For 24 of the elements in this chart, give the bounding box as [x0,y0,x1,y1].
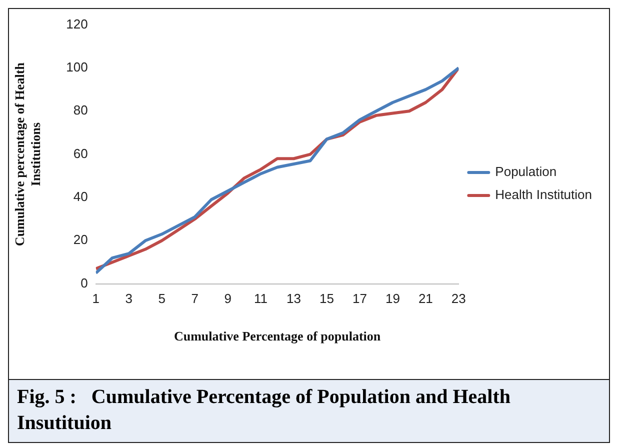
y-axis-title: Cumulative percentage of Health Institutions [12,62,43,246]
x-tick-label: 1 [92,291,100,306]
y-tick-label: 60 [73,146,88,161]
text: Fig. 5 : Cumulative Percentage of Population and Health Insutituion [9,379,609,442]
x-tick-label: 7 [191,291,198,306]
y-tick-label: 40 [73,189,88,204]
y-tick-label: 100 [66,60,88,75]
y-tick-label: 0 [80,275,88,290]
y-tick-label: 80 [73,102,88,118]
legend-label: Health Institution [495,187,592,202]
x-axis-title: Cumulative Percentage of population [174,328,382,344]
x-tick-label: 15 [320,291,334,306]
y-tick-label: 120 [66,16,88,32]
y-tick-label: 20 [73,232,88,248]
legend-label: Population [495,164,557,180]
x-tick-label: 21 [418,291,433,306]
x-tick-label: 19 [385,291,400,306]
x-tick-label: 17 [352,291,367,306]
x-tick-label: 3 [125,291,132,306]
x-tick-label: 9 [224,291,232,306]
x-tick-label: 23 [451,291,466,306]
x-tick-label: 13 [286,291,301,306]
x-tick-label: 11 [254,291,268,306]
x-tick-label: 5 [158,291,166,306]
